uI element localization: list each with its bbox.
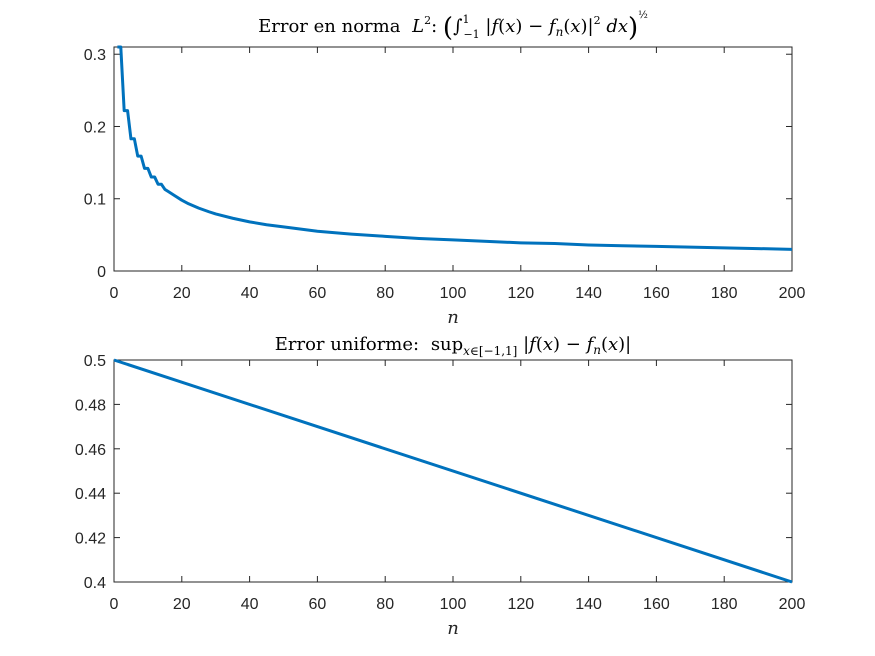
x-tick-label: 40 [241, 285, 259, 302]
y-tick-label: 0.46 [75, 442, 106, 459]
x-tick-label: 200 [779, 285, 806, 302]
y-tick-label: 0.1 [84, 192, 106, 209]
x-axis-label: n [447, 307, 459, 328]
x-tick-label: 80 [376, 285, 394, 302]
x-tick-label: 160 [643, 596, 670, 613]
chart-error-l2: 0 20 40 60 80 100 120 140 160 180 200 0 0.1 0.2 0.3 n [84, 45, 806, 328]
y-tick-label: 0.42 [75, 531, 106, 548]
y-tick-label: 0 [97, 264, 106, 281]
x-tick-label: 40 [241, 596, 259, 613]
x-tick-label: 60 [309, 285, 327, 302]
x-tick-label: 20 [173, 285, 191, 302]
series-line [117, 45, 793, 251]
x-tick-label: 120 [507, 596, 534, 613]
x-tick-label: 140 [575, 285, 602, 302]
x-tick-label: 0 [110, 596, 119, 613]
x-tick-label: 0 [110, 285, 119, 302]
x-tick-label: 160 [643, 285, 670, 302]
x-tick-label: 120 [507, 285, 534, 302]
x-tick-label: 80 [376, 596, 394, 613]
y-tick-label: 0.4 [84, 575, 106, 592]
x-tick-label: 200 [779, 596, 806, 613]
y-tick-label: 0.5 [84, 353, 106, 370]
y-tick-label: 0.48 [75, 397, 106, 414]
axes-box [113, 46, 793, 272]
x-tick-label: 180 [711, 285, 738, 302]
y-tick-label: 0.2 [84, 119, 106, 136]
x-tick-label: 100 [440, 285, 467, 302]
chart2-title: Error uniforme: supx∈[−1,1] |f(x) − fn(x… [275, 334, 632, 358]
chart1-title: Error en norma L2: (∫1 −1 |f(x) − fn(x)|2… [258, 10, 648, 43]
x-tick-label: 180 [711, 596, 738, 613]
x-tick-label: 20 [173, 596, 191, 613]
x-tick-label: 140 [575, 596, 602, 613]
series-line [113, 358, 793, 584]
chart-error-uniform: 0 20 40 60 80 100 120 140 160 180 200 0.4 0.42 0.44 0.… [75, 353, 806, 639]
y-tick-label: 0.44 [75, 486, 106, 503]
x-axis-label: n [447, 618, 459, 639]
y-tick-label: 0.3 [84, 47, 106, 64]
x-tick-label: 100 [440, 596, 467, 613]
x-tick-label: 60 [309, 596, 327, 613]
